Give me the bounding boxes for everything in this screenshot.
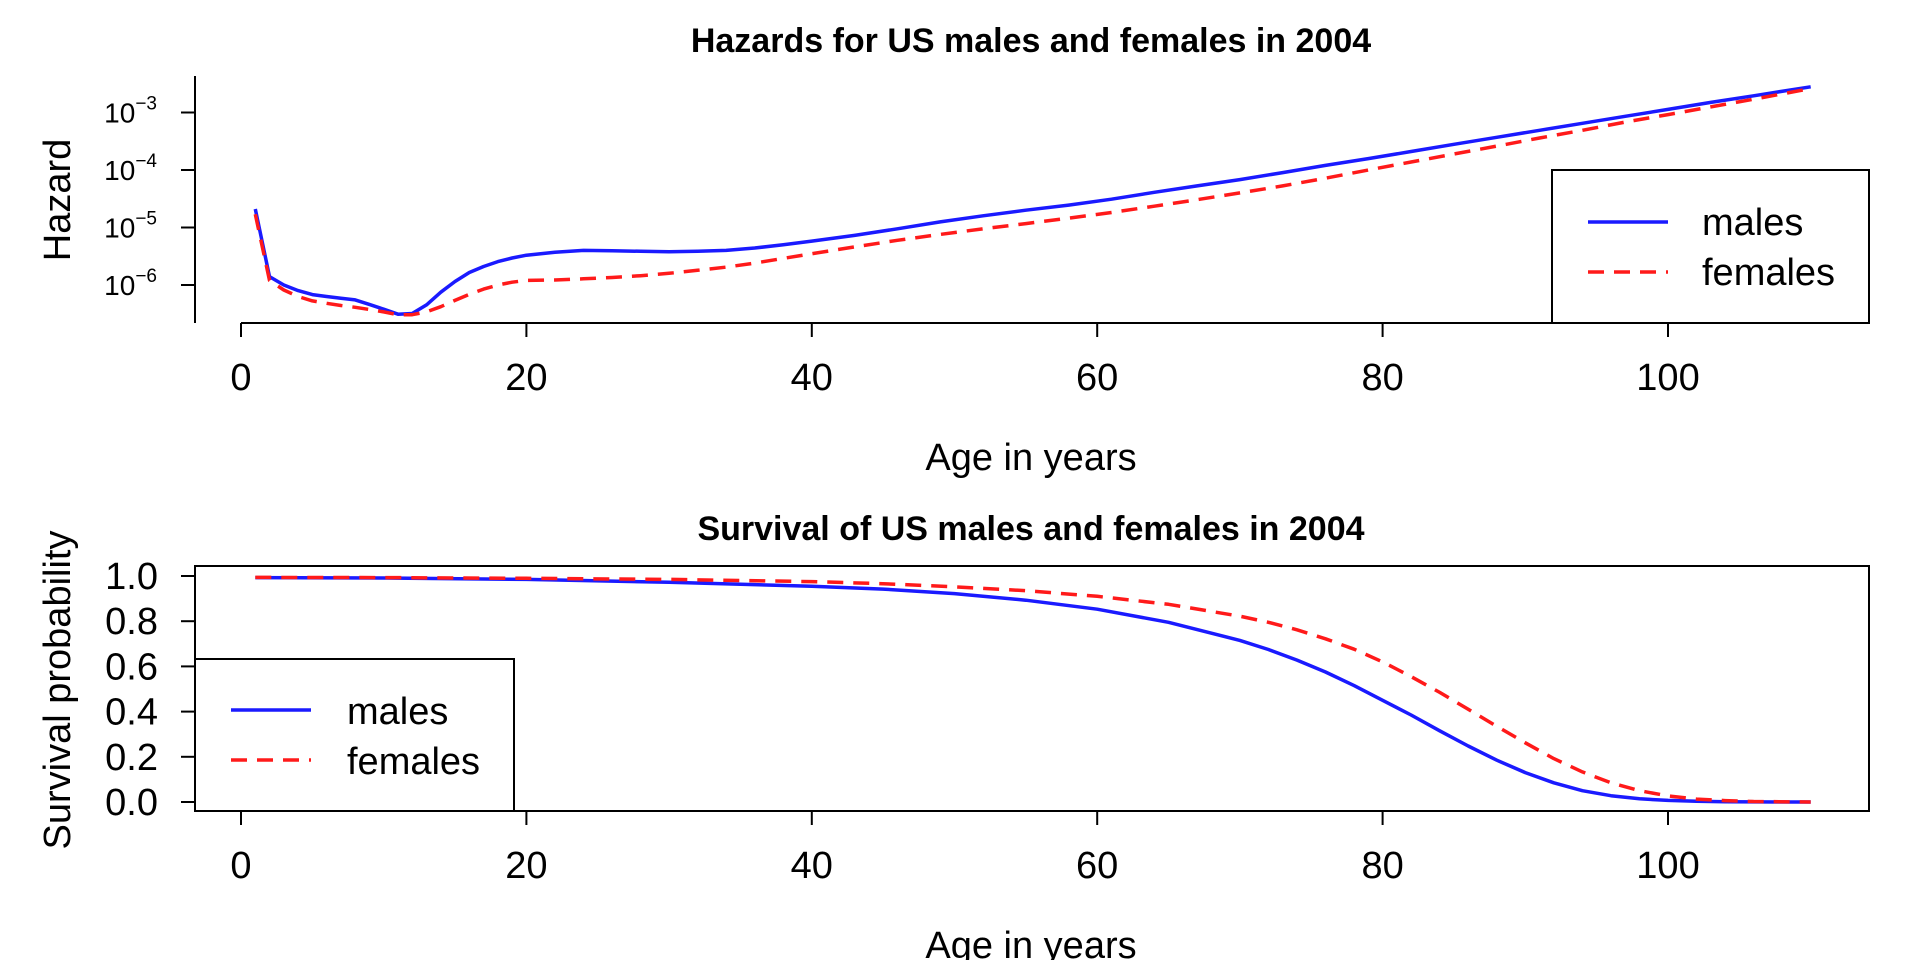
survival-x-tick-label: 100 <box>1636 845 1699 887</box>
survival-line-males <box>255 575 1811 804</box>
survival-panel: Survival of US males and females in 2004… <box>37 510 1870 960</box>
survival-y-ticks: 0.00.20.40.60.81.0 <box>105 556 195 824</box>
survival-legend-females-label: females <box>347 741 480 783</box>
hazard-line-males <box>253 85 1811 316</box>
hazard-x-tick-label: 60 <box>1076 357 1118 399</box>
survival-title: Survival of US males and females in 2004 <box>697 510 1364 548</box>
hazard-legend-box <box>1551 169 1870 324</box>
survival-series <box>255 575 1811 804</box>
hazard-y-tick-label: 10−4 <box>104 151 157 186</box>
hazard-x-tick-label: 100 <box>1636 357 1699 399</box>
hazard-legend: males females <box>1551 169 1870 324</box>
hazard-legend-males-label: males <box>1702 202 1803 244</box>
hazard-panel: Hazards for US males and females in 2004… <box>37 22 1870 479</box>
survival-y-tick-label: 0.0 <box>105 782 158 824</box>
survival-x-tick-label: 0 <box>230 845 251 887</box>
hazard-title: Hazards for US males and females in 2004 <box>691 22 1371 60</box>
survival-x-tick-label: 40 <box>791 845 833 887</box>
hazard-line-females <box>253 86 1812 317</box>
hazard-x-tick-label: 80 <box>1361 357 1403 399</box>
hazard-x-tick-label: 40 <box>791 357 833 399</box>
survival-legend: males females <box>194 658 515 812</box>
survival-x-ticks: 0 20 40 60 80 100 <box>230 811 1700 887</box>
survival-x-label: Age in years <box>925 925 1136 960</box>
hazard-legend-females-label: females <box>1702 252 1835 294</box>
hazard-y-tick-label: 10−3 <box>104 94 157 129</box>
hazard-y-ticks: 10−6 10−5 10−4 10−3 <box>104 94 195 301</box>
hazard-x-label: Age in years <box>925 437 1136 479</box>
survival-y-tick-label: 0.6 <box>105 646 158 688</box>
survival-y-label: Survival probability <box>37 531 79 850</box>
hazard-x-ticks: 0 20 40 60 80 100 <box>230 323 1700 399</box>
survival-y-tick-label: 0.4 <box>105 692 158 734</box>
survival-y-tick-label: 0.8 <box>105 601 158 643</box>
survival-x-tick-label: 60 <box>1076 845 1118 887</box>
survival-y-tick-label: 1.0 <box>105 556 158 598</box>
hazard-y-label: Hazard <box>37 139 79 262</box>
survival-y-tick-label: 0.2 <box>105 737 158 779</box>
hazard-x-tick-label: 20 <box>505 357 547 399</box>
survival-x-tick-label: 80 <box>1361 845 1403 887</box>
hazard-y-tick-label: 10−5 <box>104 209 157 244</box>
hazard-y-tick-label: 10−6 <box>104 266 157 301</box>
survival-legend-box <box>194 658 515 812</box>
survival-legend-males-label: males <box>347 691 448 733</box>
hazard-x-tick-label: 0 <box>230 357 251 399</box>
survival-x-tick-label: 20 <box>505 845 547 887</box>
hazard-series <box>253 85 1812 317</box>
survival-line-females <box>255 575 1811 804</box>
